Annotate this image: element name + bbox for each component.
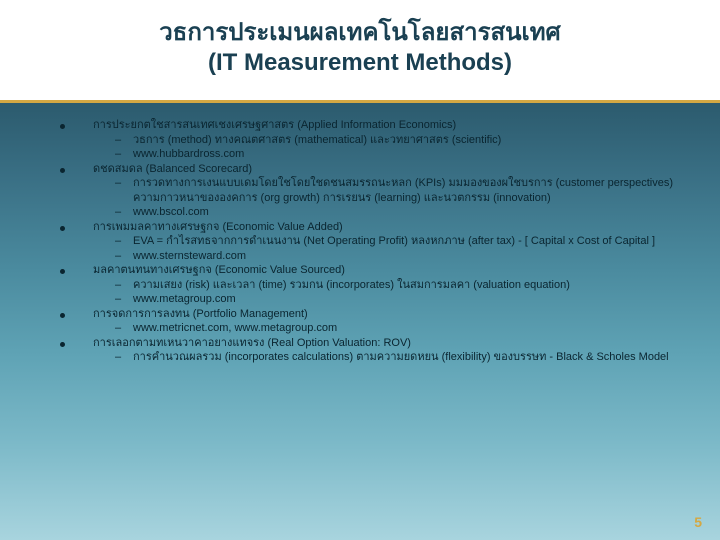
bullet-item: มลคาตนทนทางเศรษฐกจ (Economic Value Sourc… — [60, 263, 680, 307]
title-block: วธการประเมนผลเทคโนโลยสารสนเทศ (IT Measur… — [0, 18, 720, 78]
bullet-body: การเพมมลคาทางเศรษฐกจ (Economic Value Add… — [93, 220, 680, 264]
dash-icon: – — [115, 205, 127, 220]
sub-bullet-item: –www.hubbardross.com — [115, 147, 680, 162]
dash-icon: – — [115, 278, 127, 293]
bullet-item: ดชดสมดล (Balanced Scorecard)–การวดทางการ… — [60, 162, 680, 220]
page-number: 5 — [694, 514, 702, 530]
dash-icon: – — [115, 176, 127, 191]
sub-bullet-text: การวดทางการเงนแบบเดมโดยใชโดยใชดชนสมรรถนะ… — [133, 176, 680, 205]
sub-bullet-item: –www.sternsteward.com — [115, 249, 680, 264]
sub-bullet-list: –EVA = กำไรสทธจากการดำเนนงาน (Net Operat… — [115, 234, 680, 263]
sub-bullet-list: –การวดทางการเงนแบบเดมโดยใชโดยใชดชนสมรรถน… — [115, 176, 680, 220]
sub-bullet-text: การคำนวณผลรวม (incorporates calculations… — [133, 350, 680, 365]
bullet-body: มลคาตนทนทางเศรษฐกจ (Economic Value Sourc… — [93, 263, 680, 307]
bullet-main-text: มลคาตนทนทางเศรษฐกจ (Economic Value Sourc… — [93, 263, 680, 278]
sub-bullet-list: –วธการ (method) ทางคณตศาสตร (mathematica… — [115, 133, 680, 162]
bullet-item: การจดการการลงทน (Portfolio Management)–w… — [60, 307, 680, 336]
bullet-list: การประยกตใชสารสนเทศเชงเศรษฐศาสตร (Applie… — [60, 118, 680, 365]
bullet-dot-icon — [60, 342, 65, 347]
dash-icon: – — [115, 249, 127, 264]
bullet-body: การประยกตใชสารสนเทศเชงเศรษฐศาสตร (Applie… — [93, 118, 680, 162]
bullet-item: การเลอกตามทเหนวาคาอยางแทจรง (Real Option… — [60, 336, 680, 365]
dash-icon: – — [115, 133, 127, 148]
sub-bullet-list: –ความเสยง (risk) และเวลา (time) รวมกน (i… — [115, 278, 680, 307]
sub-bullet-text: www.sternsteward.com — [133, 249, 680, 264]
accent-bar — [0, 100, 720, 103]
bullet-item: การเพมมลคาทางเศรษฐกจ (Economic Value Add… — [60, 220, 680, 264]
sub-bullet-item: –วธการ (method) ทางคณตศาสตร (mathematica… — [115, 133, 680, 148]
bullet-dot-icon — [60, 313, 65, 318]
dash-icon: – — [115, 234, 127, 249]
content-area: การประยกตใชสารสนเทศเชงเศรษฐศาสตร (Applie… — [60, 118, 680, 365]
sub-bullet-item: –ความเสยง (risk) และเวลา (time) รวมกน (i… — [115, 278, 680, 293]
bullet-body: การเลอกตามทเหนวาคาอยางแทจรง (Real Option… — [93, 336, 680, 365]
bullet-main-text: การประยกตใชสารสนเทศเชงเศรษฐศาสตร (Applie… — [93, 118, 680, 133]
dash-icon: – — [115, 321, 127, 336]
bullet-body: การจดการการลงทน (Portfolio Management)–w… — [93, 307, 680, 336]
sub-bullet-item: –www.metricnet.com, www.metagroup.com — [115, 321, 680, 336]
slide: วธการประเมนผลเทคโนโลยสารสนเทศ (IT Measur… — [0, 0, 720, 540]
dash-icon: – — [115, 147, 127, 162]
sub-bullet-text: www.hubbardross.com — [133, 147, 680, 162]
dash-icon: – — [115, 292, 127, 307]
title-line-1: วธการประเมนผลเทคโนโลยสารสนเทศ — [0, 18, 720, 48]
sub-bullet-item: –การวดทางการเงนแบบเดมโดยใชโดยใชดชนสมรรถน… — [115, 176, 680, 205]
sub-bullet-text: EVA = กำไรสทธจากการดำเนนงาน (Net Operati… — [133, 234, 680, 249]
bullet-dot-icon — [60, 269, 65, 274]
sub-bullet-list: –การคำนวณผลรวม (incorporates calculation… — [115, 350, 680, 365]
title-line-2: (IT Measurement Methods) — [0, 48, 720, 78]
bullet-dot-icon — [60, 226, 65, 231]
sub-bullet-item: –การคำนวณผลรวม (incorporates calculation… — [115, 350, 680, 365]
bullet-main-text: การเลอกตามทเหนวาคาอยางแทจรง (Real Option… — [93, 336, 680, 351]
bullet-main-text: การเพมมลคาทางเศรษฐกจ (Economic Value Add… — [93, 220, 680, 235]
sub-bullet-item: –www.metagroup.com — [115, 292, 680, 307]
sub-bullet-text: ความเสยง (risk) และเวลา (time) รวมกน (in… — [133, 278, 680, 293]
bullet-dot-icon — [60, 168, 65, 173]
dash-icon: – — [115, 350, 127, 365]
sub-bullet-text: วธการ (method) ทางคณตศาสตร (mathematical… — [133, 133, 680, 148]
bullet-body: ดชดสมดล (Balanced Scorecard)–การวดทางการ… — [93, 162, 680, 220]
sub-bullet-item: –EVA = กำไรสทธจากการดำเนนงาน (Net Operat… — [115, 234, 680, 249]
bullet-item: การประยกตใชสารสนเทศเชงเศรษฐศาสตร (Applie… — [60, 118, 680, 162]
bullet-main-text: ดชดสมดล (Balanced Scorecard) — [93, 162, 680, 177]
sub-bullet-text: www.bscol.com — [133, 205, 680, 220]
sub-bullet-list: –www.metricnet.com, www.metagroup.com — [115, 321, 680, 336]
sub-bullet-item: –www.bscol.com — [115, 205, 680, 220]
bullet-dot-icon — [60, 124, 65, 129]
bullet-main-text: การจดการการลงทน (Portfolio Management) — [93, 307, 680, 322]
sub-bullet-text: www.metricnet.com, www.metagroup.com — [133, 321, 680, 336]
sub-bullet-text: www.metagroup.com — [133, 292, 680, 307]
